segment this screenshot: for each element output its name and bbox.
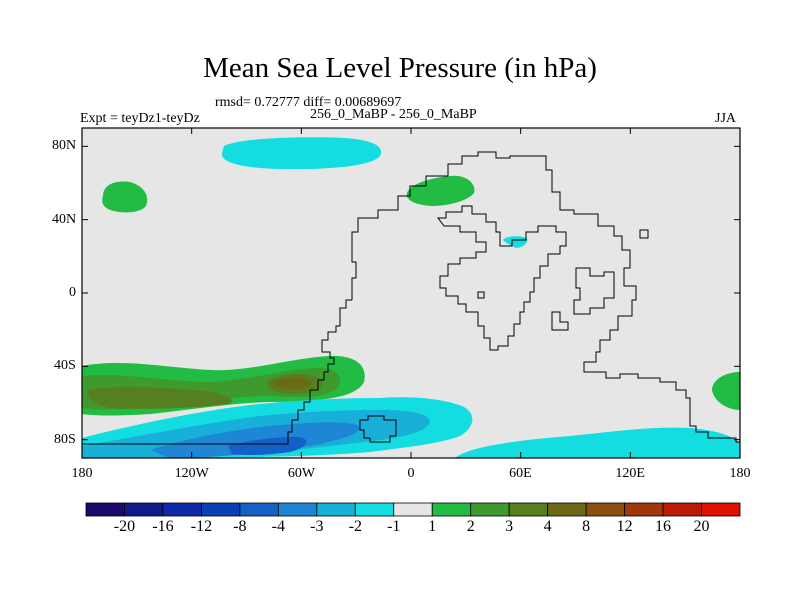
island-outline <box>477 291 485 299</box>
colorbar-label: -4 <box>271 518 286 535</box>
colorbar-label: 12 <box>616 518 633 535</box>
southern-positive-level3 <box>87 386 233 409</box>
colorbar-label: 8 <box>582 518 591 535</box>
arctic-negative-contour <box>221 137 382 170</box>
map-field <box>82 128 740 458</box>
y-tick-label: 40N <box>52 211 77 227</box>
southern-negative-level3 <box>150 422 361 458</box>
colorbar-label: 1 <box>428 518 437 535</box>
colorbar-label: 20 <box>693 518 710 535</box>
southern-negative-level4 <box>228 436 307 456</box>
x-tick-label: 0 <box>407 466 415 481</box>
colorbar-swatch <box>162 502 202 517</box>
colorbar-label: -1 <box>387 518 401 535</box>
colorbar-label: -16 <box>152 518 174 535</box>
x-tick-label: 180 <box>729 466 751 481</box>
colorbar-label: -3 <box>310 518 324 535</box>
x-axis-ticks <box>81 128 741 458</box>
colorbar-swatch <box>393 502 433 517</box>
colorbar <box>85 502 741 517</box>
colorbar-swatch <box>354 502 395 517</box>
colorbar-swatch <box>316 502 356 517</box>
colorbar-label: 16 <box>655 518 672 535</box>
period-label: 256_0_MaBP - 256_0_MaBP <box>310 107 477 122</box>
chart-title: Mean Sea Level Pressure (in hPa) <box>203 52 597 84</box>
colorbar-label: -8 <box>233 518 247 535</box>
north-pacific-positive-contour <box>102 181 148 213</box>
colorbar-label: 3 <box>505 518 514 535</box>
colorbar-label: -12 <box>190 518 213 535</box>
small-outline <box>551 311 569 331</box>
y-tick-label: 80S <box>54 431 76 447</box>
x-tick-label: 60E <box>509 466 532 481</box>
lake-negative-contour <box>503 236 528 248</box>
colorbar-label: 4 <box>543 518 552 535</box>
x-tick-label: 60W <box>287 466 316 481</box>
season-label: JJA <box>715 111 737 126</box>
colorbar-swatch <box>585 502 625 517</box>
colorbar-label: -2 <box>348 518 362 535</box>
colorbar-swatch <box>201 502 241 517</box>
continent-outline <box>351 151 740 443</box>
colorbar-swatch <box>277 502 318 517</box>
colorbar-label: -20 <box>113 518 136 535</box>
x-tick-label: 180 <box>71 466 93 481</box>
x-tick-label: 120E <box>615 466 645 481</box>
inland-basin-outline <box>437 205 567 351</box>
se-negative-contour <box>455 427 740 458</box>
colorbar-swatch <box>85 502 125 517</box>
y-tick-label: 80N <box>52 138 77 154</box>
y-tick-label: 40S <box>54 358 76 374</box>
eastern-inlet-outline <box>573 267 615 315</box>
colorbar-swatch <box>547 502 587 517</box>
experiment-label: Expt = teyDz1-teyDz <box>80 111 200 126</box>
colorbar-swatch <box>431 502 472 517</box>
southern-positive-max <box>273 377 312 390</box>
colorbar-swatch <box>624 502 664 517</box>
colorbar-swatch <box>701 502 741 517</box>
island-outline-2 <box>639 229 649 239</box>
colorbar-swatch <box>508 502 549 517</box>
x-tick-label: 120W <box>174 466 209 481</box>
continent-outline-lower <box>359 415 397 443</box>
colorbar-label: 2 <box>466 518 475 535</box>
continent-outline-west <box>82 299 352 445</box>
ne-positive-contour <box>406 175 475 206</box>
colorbar-swatch <box>124 502 164 517</box>
stats-label: rmsd= 0.72777 diff= 0.00689697 <box>215 95 402 110</box>
far-east-positive-contour <box>712 372 740 410</box>
y-axis-ticks <box>82 145 740 441</box>
colorbar-swatch <box>470 502 510 517</box>
colorbar-swatch <box>662 502 702 517</box>
colorbar-swatch <box>239 502 279 517</box>
y-tick-label: 0 <box>69 285 76 300</box>
